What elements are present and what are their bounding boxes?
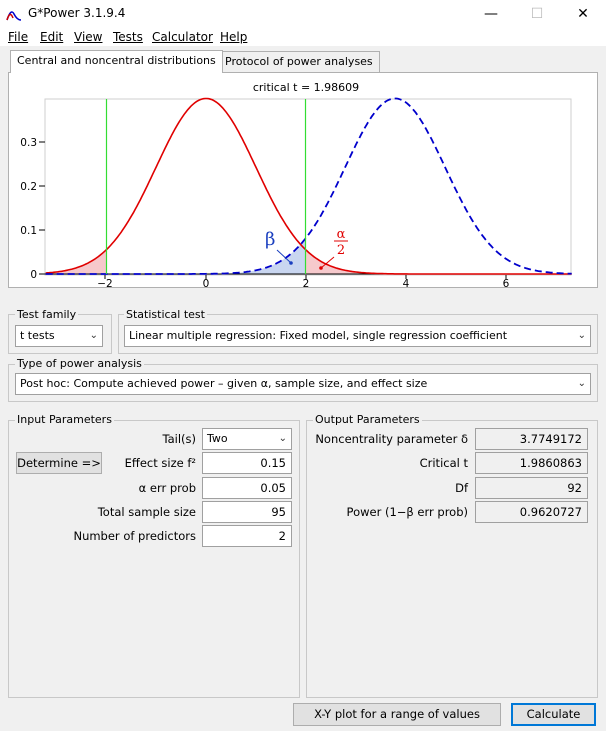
gpower-app-icon <box>6 6 22 22</box>
output-parameters-group <box>306 420 598 698</box>
menu-help[interactable]: Help <box>220 28 247 46</box>
noncentrality-output: 3.7749172 <box>475 428 588 450</box>
menu-file-label: File <box>8 30 29 44</box>
power-analysis-group <box>8 364 598 402</box>
maximize-button[interactable]: ☐ <box>530 6 544 22</box>
chevron-down-icon: ⌄ <box>577 330 586 341</box>
statistical-test-group <box>118 314 598 354</box>
chevron-down-icon: ⌄ <box>89 330 98 341</box>
tab-distributions[interactable]: Central and noncentral distributions <box>10 50 223 73</box>
noncentrality-label: Noncentrality parameter δ <box>315 432 468 446</box>
distribution-plot-panel: critical t = 1.98609 0.3 0.2 0.1 0 −2 0 … <box>8 72 598 288</box>
total-sample-size-input[interactable]: 95 <box>202 501 292 523</box>
x-tick-label: −2 <box>97 278 112 287</box>
y-tick-label: 0.2 <box>20 181 37 193</box>
menu-view-label: View <box>74 30 103 44</box>
input-parameters-label: Input Parameters <box>15 413 114 426</box>
power-analysis-label: Type of power analysis <box>15 357 144 370</box>
chevron-down-icon: ⌄ <box>577 378 586 389</box>
critical-t-label: critical t = 1.98609 <box>253 81 359 94</box>
statistical-test-value: Linear multiple regression: Fixed model,… <box>129 329 508 342</box>
menu-tests[interactable]: Tests <box>113 28 143 46</box>
alpha-err-label: α err prob <box>138 481 196 495</box>
menu-calculator-label: Calculator <box>152 30 213 44</box>
alpha-annotation-numerator: α <box>337 227 346 242</box>
noncentral-distribution-curve <box>45 97 572 275</box>
alpha-err-input[interactable]: 0.05 <box>202 477 292 499</box>
distribution-plot: critical t = 1.98609 0.3 0.2 0.1 0 −2 0 … <box>20 81 572 287</box>
power-analysis-value: Post hoc: Compute achieved power – given… <box>20 377 428 390</box>
tails-label: Tail(s) <box>162 432 196 446</box>
statistical-test-select[interactable]: Linear multiple regression: Fixed model,… <box>124 325 591 347</box>
statistical-test-label: Statistical test <box>124 308 207 321</box>
window-title: G*Power 3.1.9.4 <box>28 6 126 20</box>
test-family-value: t tests <box>20 329 55 342</box>
tails-value: Two <box>207 432 228 445</box>
alpha-left-region <box>45 249 107 274</box>
chevron-down-icon: ⌄ <box>278 433 287 444</box>
y-tick-label: 0.3 <box>20 137 37 149</box>
x-tick-label: 6 <box>503 278 510 287</box>
x-tick-label: 0 <box>203 278 210 287</box>
test-family-label: Test family <box>15 308 79 321</box>
alpha-right-region <box>305 249 572 274</box>
minimize-button[interactable]: — <box>484 6 498 22</box>
predictors-label: Number of predictors <box>73 529 196 543</box>
menu-view[interactable]: View <box>74 28 102 46</box>
tab-protocol[interactable]: Protocol of power analyses <box>218 51 380 72</box>
df-output: 92 <box>475 477 588 499</box>
y-tick-label: 0.1 <box>20 225 37 237</box>
menu-edit[interactable]: Edit <box>40 28 63 46</box>
menu-calculator[interactable]: Calculator <box>152 28 213 46</box>
close-button[interactable]: ✕ <box>577 6 589 22</box>
power-analysis-select[interactable]: Post hoc: Compute achieved power – given… <box>15 373 591 395</box>
predictors-input[interactable]: 2 <box>202 525 292 547</box>
beta-annotation: β <box>265 229 275 250</box>
menu-file[interactable]: File <box>8 28 28 46</box>
df-label: Df <box>455 481 468 495</box>
test-family-select[interactable]: t tests ⌄ <box>15 325 103 347</box>
power-label: Power (1−β err prob) <box>346 505 468 519</box>
xy-plot-button[interactable]: X-Y plot for a range of values <box>293 703 501 726</box>
tails-select[interactable]: Two ⌄ <box>202 428 292 450</box>
menu-bar: File Edit View Tests Calculator Help <box>0 28 606 46</box>
menu-tests-label: Tests <box>113 30 143 44</box>
alpha-annotation-denominator: 2 <box>337 243 345 258</box>
critical-t-output-label: Critical t <box>419 456 468 470</box>
determine-button[interactable]: Determine => <box>16 452 102 474</box>
calculate-button[interactable]: Calculate <box>511 703 596 726</box>
power-output: 0.9620727 <box>475 501 588 523</box>
input-parameters-group <box>8 420 300 698</box>
central-distribution-curve <box>45 97 572 275</box>
output-parameters-label: Output Parameters <box>313 413 422 426</box>
critical-t-output: 1.9860863 <box>475 452 588 474</box>
y-tick-label: 0 <box>30 269 37 281</box>
title-bar: G*Power 3.1.9.4 — ☐ ✕ <box>0 0 606 28</box>
x-tick-label: 4 <box>403 278 410 287</box>
effect-size-label: Effect size f² <box>124 456 196 470</box>
beta-region <box>221 238 306 274</box>
x-tick-label: 2 <box>303 278 310 287</box>
menu-edit-label: Edit <box>40 30 64 44</box>
menu-help-label: Help <box>220 30 248 44</box>
total-sample-size-label: Total sample size <box>97 505 196 519</box>
effect-size-input[interactable]: 0.15 <box>202 452 292 474</box>
